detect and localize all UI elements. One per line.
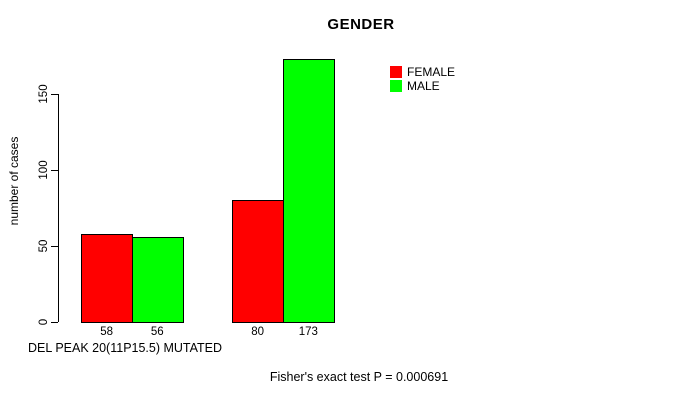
bar-value-label: 80 <box>251 326 265 338</box>
y-axis-tick <box>51 322 58 323</box>
bar-female-group2 <box>232 200 284 323</box>
y-axis-tick-label: 50 <box>38 239 50 253</box>
fisher-test-annotation: Fisher's exact test P = 0.000691 <box>269 370 449 384</box>
legend-swatch-female <box>390 66 402 78</box>
bar-value-label: 173 <box>298 326 318 338</box>
y-axis-tick-label: 0 <box>38 318 50 326</box>
bar-male-group2 <box>283 59 335 323</box>
x-axis-title: DEL PEAK 20(11P15.5) MUTATED <box>28 341 223 355</box>
bar-female-group1 <box>81 234 133 323</box>
bar-male-group1 <box>132 237 184 323</box>
y-axis-tick <box>51 94 58 95</box>
y-axis-tick-label: 150 <box>38 84 50 104</box>
y-axis-tick-label: 100 <box>38 160 50 180</box>
bar-value-label: 58 <box>100 326 114 338</box>
chart-title: GENDER <box>327 16 395 33</box>
y-axis-tick <box>51 170 58 171</box>
legend: FEMALE MALE <box>390 65 455 93</box>
legend-swatch-male <box>390 80 402 92</box>
bar-value-label: 56 <box>150 326 164 338</box>
y-axis-tick <box>51 246 58 247</box>
y-axis-line <box>58 94 59 322</box>
legend-item-male: MALE <box>390 79 455 93</box>
legend-label: MALE <box>407 79 440 93</box>
legend-item-female: FEMALE <box>390 65 455 79</box>
y-axis-title: number of cases <box>7 136 21 226</box>
legend-label: FEMALE <box>407 65 456 79</box>
